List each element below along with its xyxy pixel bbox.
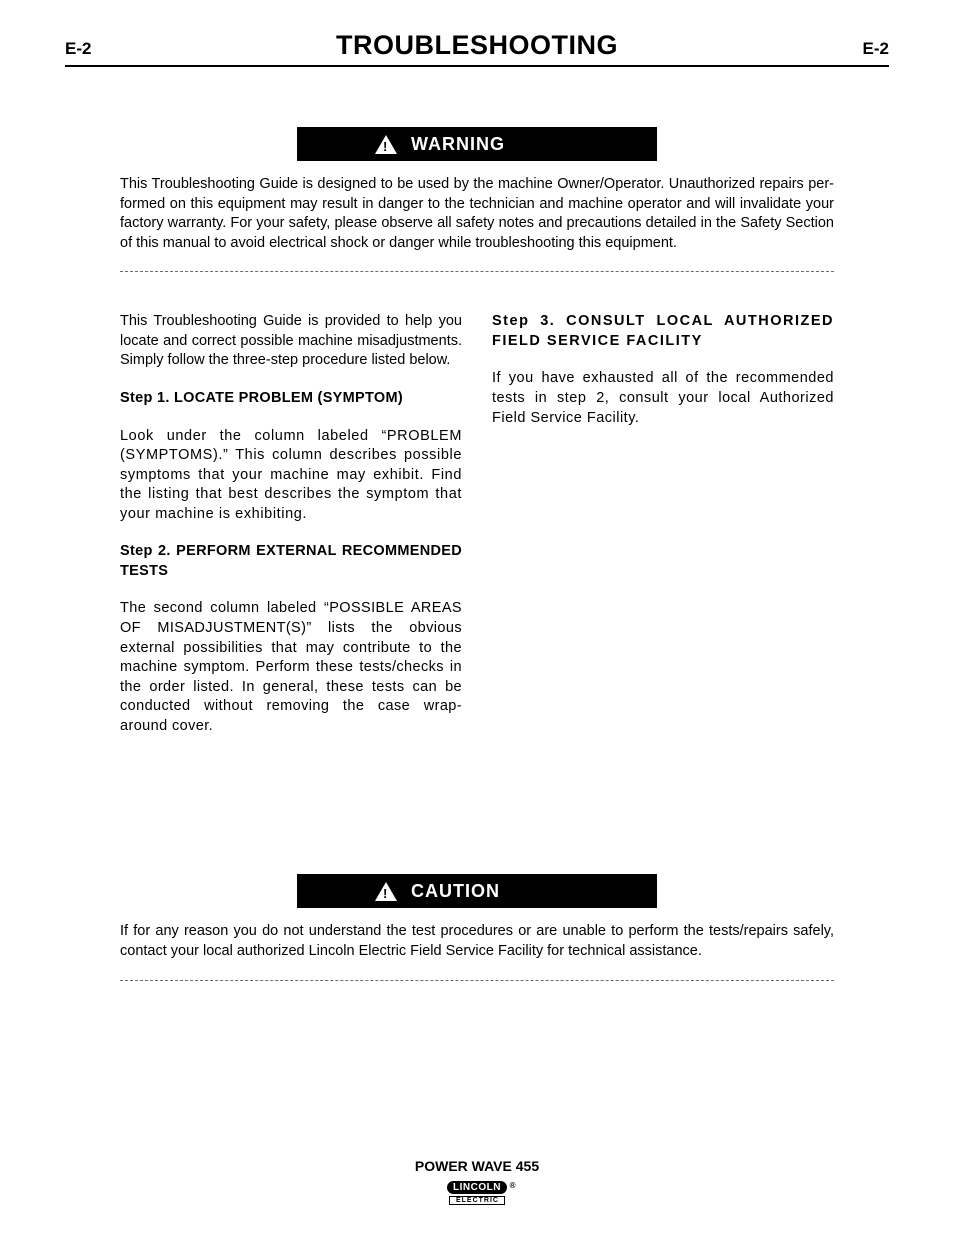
bottom-section: CAUTION If for any reason you do not und… — [120, 874, 834, 980]
footer-product-name: POWER WAVE 455 — [0, 1158, 954, 1174]
right-column: Step 3. CONSULT LOCAL AUTHORIZED FIELD S… — [492, 312, 834, 754]
caution-box-bottom: CAUTION — [297, 874, 657, 908]
step1-body: Look under the column labeled “PROBLEM (… — [120, 427, 462, 525]
caution-triangle-icon — [375, 882, 397, 901]
page-footer: POWER WAVE 455 LINCOLN ELECTRIC — [0, 1158, 954, 1207]
left-column: This Troubleshooting Guide is provided t… — [120, 312, 462, 754]
caution-label: CAUTION — [411, 881, 500, 902]
step3-body: If you have exhausted all of the recomme… — [492, 369, 834, 428]
logo-brand-bottom: ELECTRIC — [449, 1196, 505, 1205]
step2-body: The second column labeled “POSSIBLE AREA… — [120, 599, 462, 736]
warning-paragraph: This Troubleshooting Guide is designed t… — [120, 175, 834, 253]
page-code-right: E-2 — [863, 39, 889, 59]
warning-label: WARNING — [411, 134, 505, 155]
warning-triangle-icon — [375, 135, 397, 154]
content-wrap: WARNING This Troubleshooting Guide is de… — [65, 127, 889, 981]
step1-heading: Step 1. LOCATE PROBLEM (SYMPTOM) — [120, 389, 462, 409]
step2-heading: Step 2. PERFORM EXTERNAL RECOMMENDED TES… — [120, 542, 462, 581]
warning-box-top: WARNING — [297, 127, 657, 161]
two-column-body: This Troubleshooting Guide is provided t… — [120, 312, 834, 754]
howto-intro: This Troubleshooting Guide is provided t… — [120, 312, 462, 371]
caution-paragraph: If for any reason you do not understand … — [120, 922, 834, 961]
dashed-divider-top — [120, 271, 834, 272]
page-code-left: E-2 — [65, 39, 91, 59]
page-title: TROUBLESHOOTING — [336, 30, 618, 61]
lincoln-logo-icon: LINCOLN ELECTRIC — [447, 1177, 507, 1205]
page-header: E-2 TROUBLESHOOTING E-2 — [65, 30, 889, 67]
logo-brand-top: LINCOLN — [447, 1181, 507, 1194]
dashed-divider-bottom — [120, 980, 834, 981]
step3-heading: Step 3. CONSULT LOCAL AUTHORIZED FIELD S… — [492, 312, 834, 351]
